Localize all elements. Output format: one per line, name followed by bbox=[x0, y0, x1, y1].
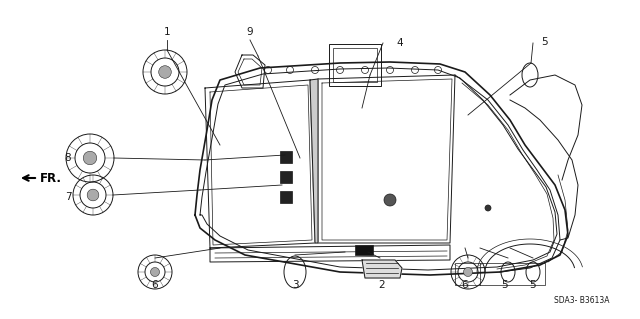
Circle shape bbox=[159, 66, 172, 78]
Polygon shape bbox=[362, 260, 402, 278]
Circle shape bbox=[463, 268, 472, 277]
Text: FR.: FR. bbox=[40, 172, 62, 184]
Text: 7: 7 bbox=[65, 192, 71, 202]
Text: 1: 1 bbox=[164, 27, 170, 37]
Text: 6: 6 bbox=[152, 280, 158, 290]
Text: SDA3- B3613A: SDA3- B3613A bbox=[554, 296, 610, 305]
Bar bbox=[280, 171, 292, 183]
Bar bbox=[280, 151, 292, 163]
Circle shape bbox=[150, 268, 159, 277]
Bar bbox=[355, 245, 373, 255]
Text: 5: 5 bbox=[502, 280, 508, 290]
Text: 2: 2 bbox=[379, 280, 385, 290]
Text: 5: 5 bbox=[529, 280, 535, 290]
Circle shape bbox=[83, 151, 97, 165]
Text: 8: 8 bbox=[65, 153, 71, 163]
Text: 4: 4 bbox=[397, 38, 403, 48]
Text: 6: 6 bbox=[461, 280, 468, 290]
Circle shape bbox=[384, 194, 396, 206]
Bar bbox=[280, 191, 292, 203]
Text: 9: 9 bbox=[246, 27, 253, 37]
Bar bbox=[455, 263, 545, 285]
Bar bbox=[333, 48, 377, 82]
Circle shape bbox=[87, 189, 99, 201]
Text: 3: 3 bbox=[292, 280, 298, 290]
Text: 5: 5 bbox=[541, 37, 548, 47]
Polygon shape bbox=[310, 79, 318, 243]
Bar bbox=[329, 44, 381, 86]
Circle shape bbox=[485, 205, 491, 211]
